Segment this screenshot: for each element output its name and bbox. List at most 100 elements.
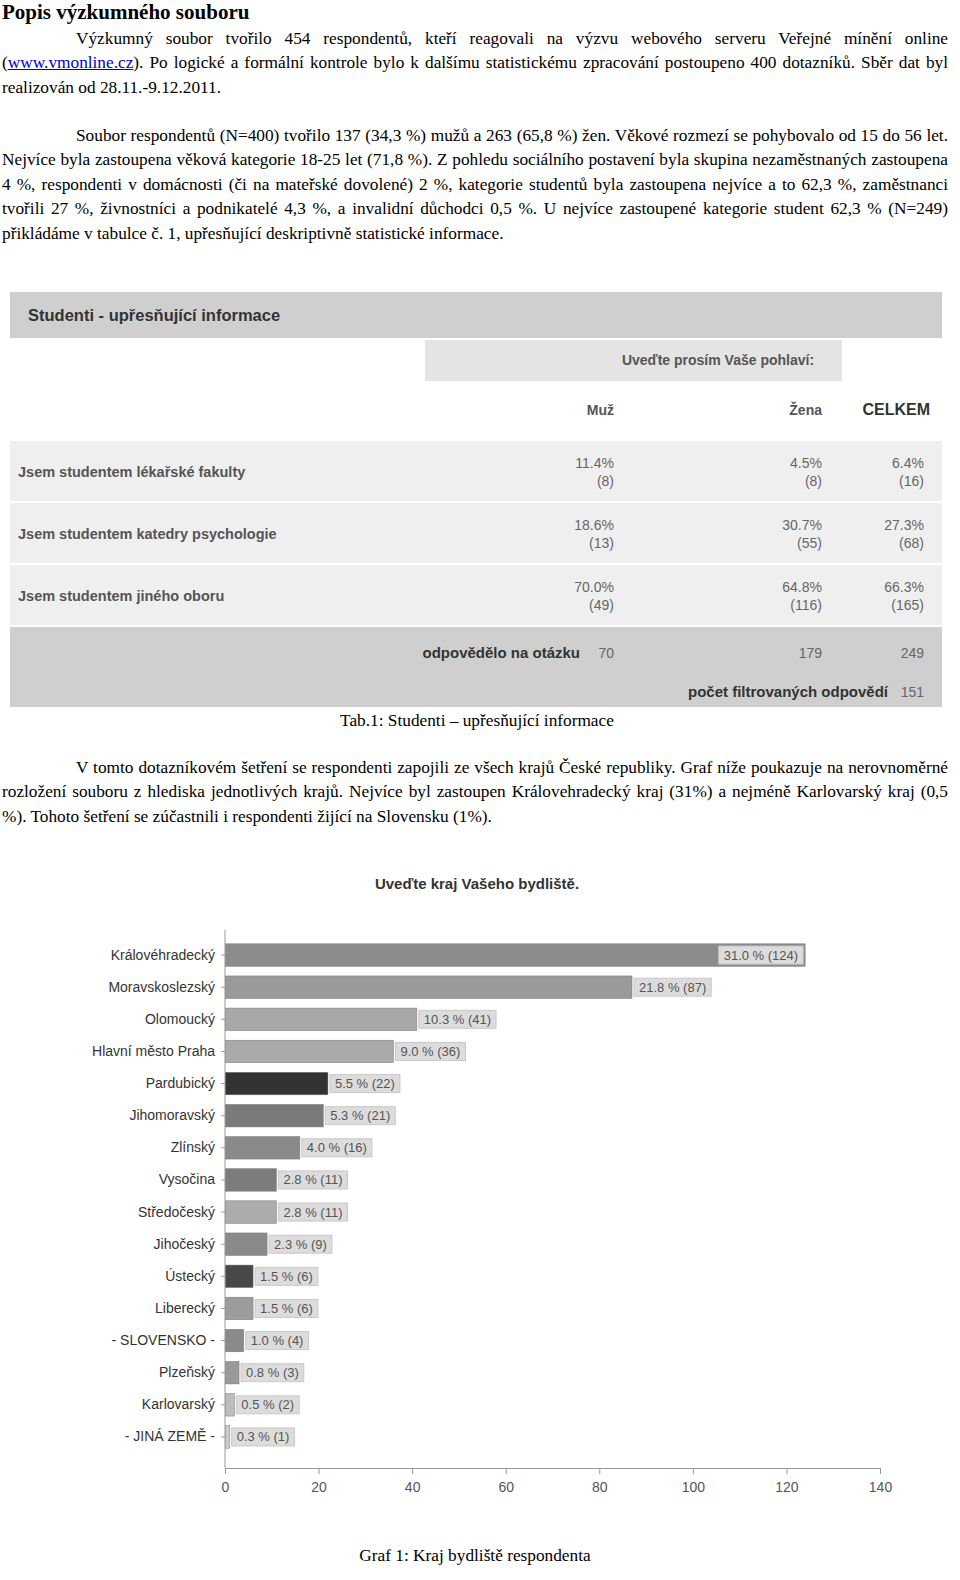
data-label: 10.3 % (41) bbox=[419, 1010, 496, 1028]
tick-mark bbox=[221, 1244, 225, 1245]
table-caption: Tab.1: Studenti – upřesňující informace bbox=[340, 711, 614, 730]
text-span: ). Po logické a formální kontrole bylo k… bbox=[2, 53, 948, 96]
link[interactable]: www.vmonline.cz bbox=[8, 53, 134, 72]
data-label-text: 31.0 % (124) bbox=[724, 948, 798, 963]
tick-label: Hlavní město Praha bbox=[92, 1043, 215, 1059]
data-label: 0.3 % (1) bbox=[232, 1428, 295, 1446]
tick: Pardubický bbox=[146, 1075, 225, 1091]
cell-count: (116) bbox=[790, 597, 822, 613]
tick: Zlínský bbox=[171, 1139, 225, 1155]
table-title-band bbox=[10, 292, 942, 338]
column-header: Žena bbox=[789, 401, 822, 418]
y-axis-line bbox=[225, 930, 226, 1468]
data-label: 0.8 % (3) bbox=[241, 1364, 304, 1382]
table-row bbox=[10, 503, 942, 563]
table-background bbox=[10, 292, 942, 707]
cell-count: (8) bbox=[805, 473, 822, 489]
data-label-text: 2.8 % (11) bbox=[283, 1172, 342, 1187]
data-label-text: 0.8 % (3) bbox=[246, 1365, 299, 1380]
tick: Středočeský bbox=[138, 1204, 225, 1220]
answered-label: odpovědělo na otázku bbox=[422, 644, 580, 661]
data-label-text: 9.0 % (36) bbox=[400, 1044, 460, 1059]
tick-mark bbox=[599, 1468, 600, 1474]
tick-mark bbox=[221, 1051, 225, 1052]
data-label-text: 1.5 % (6) bbox=[260, 1301, 313, 1316]
tick-label: 100 bbox=[682, 1479, 706, 1495]
tick: - SLOVENSKO - bbox=[112, 1332, 225, 1348]
tick: 100 bbox=[682, 1468, 706, 1495]
tick: 60 bbox=[498, 1468, 514, 1495]
data-label-box bbox=[278, 1171, 347, 1189]
data-label-box bbox=[330, 1075, 400, 1093]
chart: Uveďte kraj Vašeho bydliště.020406080100… bbox=[92, 875, 892, 1495]
tick: Karlovarský bbox=[142, 1396, 225, 1412]
tick-label: Plzeňský bbox=[159, 1364, 215, 1380]
tick-mark bbox=[221, 1147, 225, 1148]
bars bbox=[225, 944, 805, 1448]
tick-mark bbox=[225, 1468, 226, 1474]
bar bbox=[225, 1104, 323, 1126]
cell-percent: 27.3% bbox=[884, 517, 924, 533]
tick-mark bbox=[221, 1340, 225, 1341]
data-label: 4.0 % (16) bbox=[302, 1139, 372, 1157]
cell-percent: 66.3% bbox=[884, 579, 924, 595]
data-label: 2.8 % (11) bbox=[278, 1203, 347, 1221]
cell-percent: 64.8% bbox=[782, 579, 822, 595]
data-label-text: 0.5 % (2) bbox=[241, 1397, 294, 1412]
data-label-box bbox=[236, 1396, 299, 1414]
data-label-box bbox=[719, 946, 803, 964]
tick-mark bbox=[221, 1372, 225, 1373]
row-label: Jsem studentem lékařské fakulty bbox=[18, 464, 245, 480]
tick-label: Pardubický bbox=[146, 1075, 215, 1091]
data-label-text: 0.3 % (1) bbox=[237, 1429, 290, 1444]
data-label-box bbox=[278, 1203, 347, 1221]
tick-mark bbox=[786, 1468, 787, 1474]
data-label: 5.3 % (21) bbox=[325, 1107, 395, 1125]
tick: 80 bbox=[592, 1468, 608, 1495]
tick-label: Jihočeský bbox=[154, 1236, 215, 1252]
cell-percent: 18.6% bbox=[574, 517, 614, 533]
data-label-text: 4.0 % (16) bbox=[307, 1140, 367, 1155]
cell-percent: 6.4% bbox=[892, 455, 924, 471]
group-header: Uveďte prosím Vaše pohlaví: bbox=[622, 352, 814, 368]
cell-count: (16) bbox=[899, 473, 924, 489]
data-label-box bbox=[634, 978, 711, 996]
data-label-box bbox=[246, 1332, 309, 1350]
data-label-box bbox=[255, 1267, 318, 1285]
heading: Popis výzkumného souboru bbox=[2, 0, 249, 25]
table-footer bbox=[10, 627, 942, 707]
column-header: Muž bbox=[587, 402, 614, 418]
answered-value: 249 bbox=[901, 645, 925, 661]
tick: 140 bbox=[869, 1468, 893, 1495]
paragraph: Výzkumný soubor tvořilo 454 respondentů,… bbox=[2, 27, 948, 100]
tick-label: Jihomoravský bbox=[129, 1107, 215, 1123]
tick: 40 bbox=[405, 1468, 421, 1495]
tick-label: Královéhradecký bbox=[111, 947, 215, 963]
data-label-box bbox=[395, 1042, 465, 1060]
tick: Plzeňský bbox=[159, 1364, 225, 1380]
data-label: 2.3 % (9) bbox=[269, 1235, 332, 1253]
data-label: 2.8 % (11) bbox=[278, 1171, 347, 1189]
bar bbox=[225, 1394, 234, 1416]
data-label-text: 21.8 % (87) bbox=[639, 980, 706, 995]
tick-label: Ústecký bbox=[165, 1268, 215, 1284]
tick: - JINÁ ZEMĚ - bbox=[125, 1428, 225, 1444]
data-labels: 31.0 % (124) 21.8 % (87) 10.3 % (41) 9.0 % … bbox=[232, 946, 803, 1446]
tick-mark bbox=[221, 1436, 225, 1437]
cell-count: (49) bbox=[589, 597, 614, 613]
tick-label: Vysočina bbox=[159, 1171, 216, 1187]
cell-percent: 11.4% bbox=[575, 455, 614, 471]
chart-title: Uveďte kraj Vašeho bydliště. bbox=[375, 875, 579, 892]
cell-count: (165) bbox=[891, 597, 924, 613]
bar bbox=[225, 1329, 244, 1351]
tick-label: 140 bbox=[869, 1479, 893, 1495]
data-label-text: 10.3 % (41) bbox=[424, 1012, 491, 1027]
cell-count: (68) bbox=[899, 535, 924, 551]
tick-mark bbox=[221, 1083, 225, 1084]
data-label: 21.8 % (87) bbox=[634, 978, 711, 996]
tick-mark bbox=[221, 1019, 225, 1020]
tick: Liberecký bbox=[155, 1300, 225, 1316]
bar bbox=[225, 1072, 328, 1094]
tick-mark bbox=[880, 1468, 881, 1474]
cell-percent: 4.5% bbox=[790, 455, 822, 471]
